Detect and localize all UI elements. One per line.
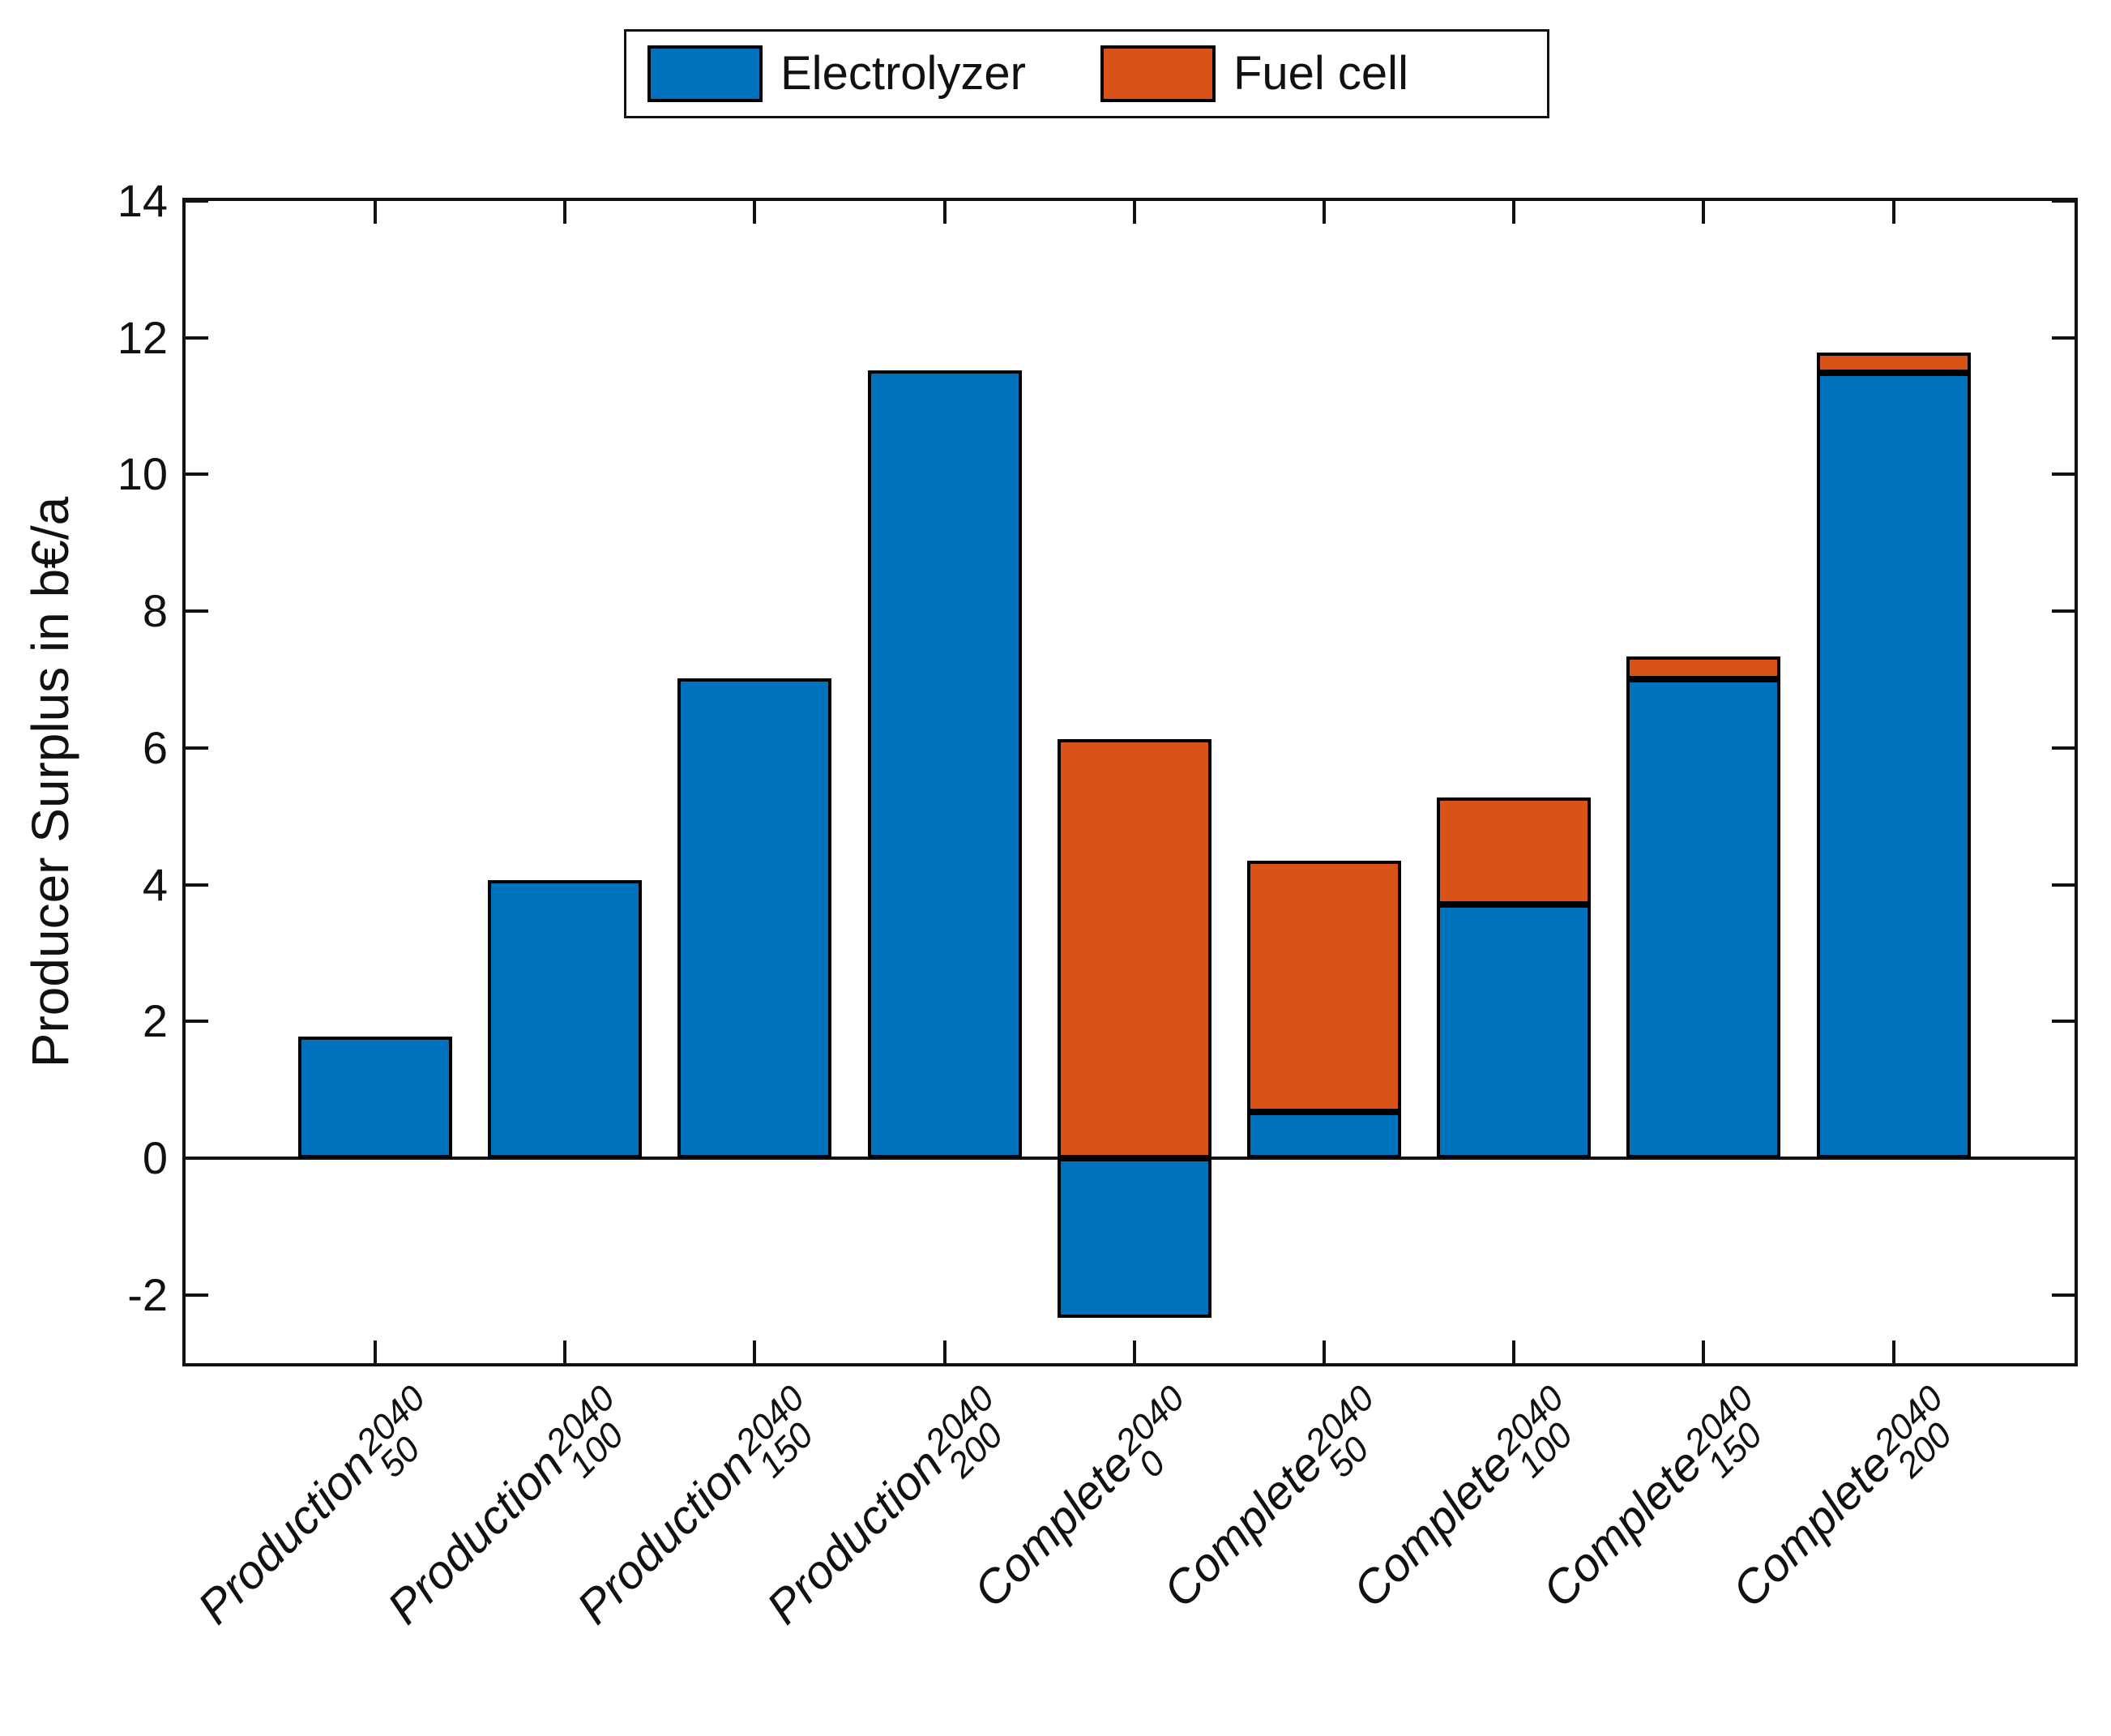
y-tick-mark: [2052, 1020, 2075, 1024]
y-tick-mark: [186, 883, 208, 887]
x-label-word: Complete: [964, 1438, 1143, 1618]
x-tick-mark: [374, 1340, 377, 1363]
y-tick-mark: [2052, 199, 2075, 203]
bar-segment-electrolyzer: [298, 1036, 452, 1158]
y-tick-mark: [2052, 1293, 2075, 1297]
bar-segment-electrolyzer: [1816, 372, 1971, 1158]
y-tick-mark: [2052, 472, 2075, 477]
legend-item-fuel-cell: Fuel cell: [1100, 45, 1408, 102]
bar-segment-electrolyzer: [1437, 904, 1592, 1158]
x-tick-mark: [1132, 201, 1136, 224]
x-tick-mark: [1323, 201, 1326, 224]
x-tick-mark: [1891, 201, 1895, 224]
x-tick-mark: [563, 1340, 567, 1363]
y-tick-mark: [186, 1156, 208, 1160]
bar-segment-electrolyzer: [488, 879, 643, 1158]
bar-segment-electrolyzer: [1247, 1111, 1401, 1158]
bar-segment-fuel-cell: [1437, 797, 1592, 904]
legend-label-fuel-cell: Fuel cell: [1233, 47, 1408, 100]
x-tick-mark: [1891, 1340, 1895, 1363]
y-tick-label: 12: [117, 311, 168, 363]
y-tick-mark: [2052, 1156, 2075, 1160]
plot-area: [182, 198, 2078, 1366]
x-tick-mark: [753, 201, 757, 224]
y-axis-title: Producer Surplus in b€/a: [21, 496, 79, 1068]
y-tick-mark: [186, 336, 208, 340]
bar-segment-fuel-cell: [1247, 861, 1401, 1112]
x-tick-mark: [1323, 1340, 1326, 1363]
y-tick-mark: [186, 472, 208, 477]
y-tick-mark: [186, 1293, 208, 1297]
y-tick-label: 4: [142, 858, 168, 910]
y-tick-mark: [186, 609, 208, 614]
y-tick-label: 6: [142, 721, 168, 773]
y-tick-label: 2: [142, 995, 168, 1047]
y-tick-mark: [2052, 336, 2075, 340]
x-tick-mark: [753, 1340, 757, 1363]
bar-segment-electrolyzer: [867, 370, 1022, 1158]
x-label-word: Complete: [1722, 1438, 1903, 1618]
x-label-word: Complete: [1532, 1438, 1713, 1618]
y-tick-label: -2: [127, 1268, 168, 1320]
x-tick-mark: [1702, 201, 1706, 224]
x-tick-mark: [1702, 1340, 1706, 1363]
y-tick-mark: [2052, 883, 2075, 887]
bar-segment-fuel-cell: [1057, 738, 1211, 1158]
y-tick-label: 8: [142, 585, 168, 637]
y-tick-label: 10: [117, 448, 168, 500]
electrolyzer-swatch: [647, 45, 763, 102]
bar-segment-electrolyzer: [677, 678, 832, 1158]
x-tick-mark: [1512, 201, 1516, 224]
bar-segment-electrolyzer: [1057, 1157, 1211, 1319]
x-tick-mark: [563, 201, 567, 224]
bar-segment-fuel-cell: [1816, 353, 1971, 373]
legend: Electrolyzer Fuel cell: [624, 29, 1549, 118]
bar-segment-fuel-cell: [1626, 656, 1781, 680]
y-tick-label: 0: [142, 1131, 168, 1183]
x-label-word: Complete: [1153, 1438, 1333, 1618]
bar-segment-electrolyzer: [1626, 679, 1781, 1158]
fuel-cell-swatch: [1100, 45, 1216, 102]
y-tick-mark: [2052, 746, 2075, 750]
legend-item-electrolyzer: Electrolyzer: [647, 45, 1026, 102]
y-tick-mark: [2052, 609, 2075, 614]
y-tick-mark: [186, 746, 208, 750]
y-tick-label: 14: [117, 175, 168, 226]
y-tick-mark: [186, 1020, 208, 1024]
x-tick-mark: [374, 201, 377, 224]
x-label-word: Complete: [1343, 1438, 1523, 1618]
y-tick-mark: [186, 199, 208, 203]
x-tick-mark: [1512, 1340, 1516, 1363]
x-tick-mark: [942, 201, 947, 224]
x-label-word: Production: [187, 1438, 384, 1635]
x-tick-mark: [942, 1340, 947, 1363]
x-tick-mark: [1132, 1340, 1136, 1363]
legend-label-electrolyzer: Electrolyzer: [780, 47, 1026, 100]
